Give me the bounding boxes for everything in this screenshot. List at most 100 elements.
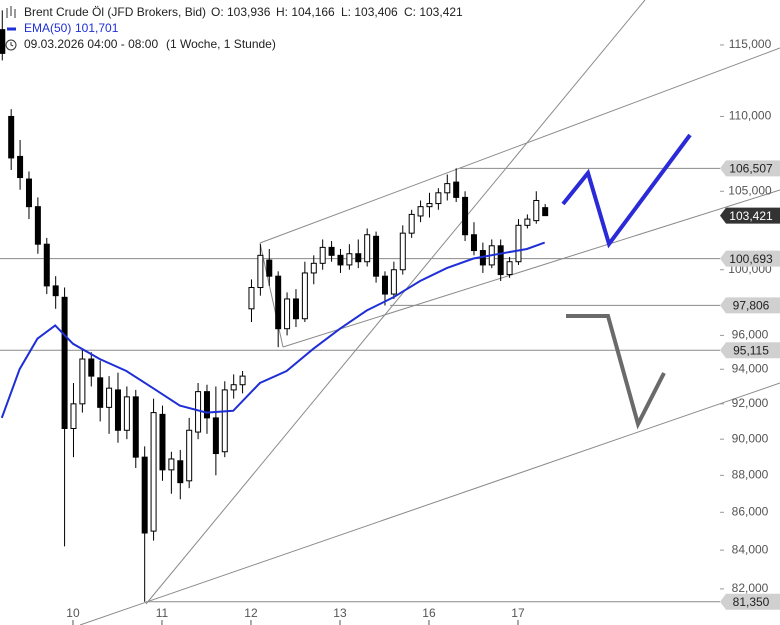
candle-body <box>0 29 6 54</box>
candle-body <box>257 254 264 289</box>
candle-body <box>8 115 15 159</box>
candles <box>0 10 549 602</box>
candle-body <box>239 375 246 386</box>
candle-body <box>159 413 166 471</box>
candle-body <box>364 234 371 263</box>
level-label-box <box>720 342 780 359</box>
candle-body <box>444 183 451 194</box>
candle-body <box>141 456 148 534</box>
ohlc-open: O: 103,936 <box>211 5 271 19</box>
level-label-box <box>720 297 780 314</box>
projection-up <box>561 133 692 249</box>
candle-body <box>97 377 104 408</box>
x-tick-label: 11 <box>156 606 169 620</box>
instrument-title: Brent Crude Öl (JFD Brokers, Bid) <box>24 5 206 19</box>
candle-body <box>533 199 540 222</box>
candle-body <box>177 460 184 484</box>
candle-body <box>248 287 255 310</box>
trend-line <box>79 382 780 625</box>
y-tick-label: 105,000 <box>728 183 772 197</box>
candle-body <box>230 384 237 391</box>
level-label: 81,350 <box>733 595 770 609</box>
candle-body <box>426 203 433 208</box>
candle-body <box>275 275 282 330</box>
ohlc-high: H: 104,166 <box>276 5 335 19</box>
y-tick-label: 90,000 <box>732 431 769 445</box>
chart-icon <box>6 6 16 18</box>
projection-down <box>566 314 666 430</box>
level-label: 100,693 <box>729 252 773 266</box>
candle-body <box>292 298 299 320</box>
candle-body <box>106 387 113 408</box>
candle-body <box>150 412 157 532</box>
trend-line <box>145 0 646 605</box>
candle-body <box>524 218 531 226</box>
candle-body <box>408 213 415 234</box>
y-tick-label: 82,000 <box>732 581 769 595</box>
level-label: 95,115 <box>733 343 769 357</box>
y-tick-label: 92,000 <box>732 396 769 410</box>
x-tick-label: 17 <box>511 606 525 620</box>
candle-body <box>266 259 273 277</box>
y-tick-label: 110,000 <box>729 109 772 123</box>
candle-body <box>310 262 317 274</box>
candle-body <box>506 261 513 276</box>
candle-body <box>542 207 549 217</box>
y-tick-label: 96,000 <box>732 328 769 342</box>
candle-body <box>70 403 77 429</box>
candle-body <box>453 181 460 198</box>
candle-body <box>186 429 193 482</box>
candle-body <box>34 206 41 245</box>
candle-body <box>132 396 139 458</box>
candle-body <box>43 243 50 287</box>
date-range: 09.03.2026 04:00 - 08:00 <box>24 37 158 51</box>
header: Brent Crude Öl (JFD Brokers, Bid) O: 103… <box>5 5 463 51</box>
candle-body <box>497 245 504 276</box>
candle-body <box>25 178 32 208</box>
trend-lines <box>79 0 780 625</box>
trend-line <box>259 242 284 348</box>
y-tick-label: 86,000 <box>732 504 769 518</box>
period: (1 Woche, 1 Stunde) <box>166 37 276 51</box>
ema-legend-name: EMA(50) <box>24 21 71 35</box>
x-tick-label: 12 <box>244 606 258 620</box>
candle-body <box>319 246 326 264</box>
x-tick-label: 13 <box>333 606 347 620</box>
trend-line <box>259 47 780 244</box>
candle-body <box>114 389 121 431</box>
level-label: 97,806 <box>733 299 770 313</box>
candle-body <box>301 272 308 320</box>
ema <box>0 241 546 419</box>
candle-body <box>52 285 59 297</box>
trend-line <box>282 189 780 348</box>
candle-body <box>61 296 68 429</box>
candle-body <box>212 417 219 455</box>
clock-hands <box>10 42 14 47</box>
candle-body <box>355 253 362 263</box>
candle-body <box>337 254 344 266</box>
level-label-box <box>720 207 780 224</box>
clock-icon <box>5 39 17 51</box>
candle-body <box>373 235 380 277</box>
candle-body <box>381 275 388 295</box>
candle-body <box>284 298 291 330</box>
candle-body <box>417 206 424 217</box>
level-label-box <box>720 593 780 610</box>
candle-body <box>88 358 95 377</box>
ema-line <box>0 241 546 419</box>
ohlc-close: C: 103,421 <box>404 5 463 19</box>
candle-body <box>328 246 335 256</box>
level-label-box <box>720 250 780 267</box>
candle-body <box>123 396 130 431</box>
axes: 115,000110,000105,000100,00096,00094,000… <box>66 37 780 625</box>
level-label: 106,507 <box>729 162 773 176</box>
y-tick-label: 84,000 <box>732 542 769 556</box>
y-tick-label: 88,000 <box>732 468 769 482</box>
ema-legend-value: 101,701 <box>75 21 119 35</box>
candle-body <box>515 224 522 263</box>
candle-body <box>79 358 86 405</box>
x-tick-label: 10 <box>66 606 80 620</box>
y-tick-label: 115,000 <box>729 37 772 51</box>
